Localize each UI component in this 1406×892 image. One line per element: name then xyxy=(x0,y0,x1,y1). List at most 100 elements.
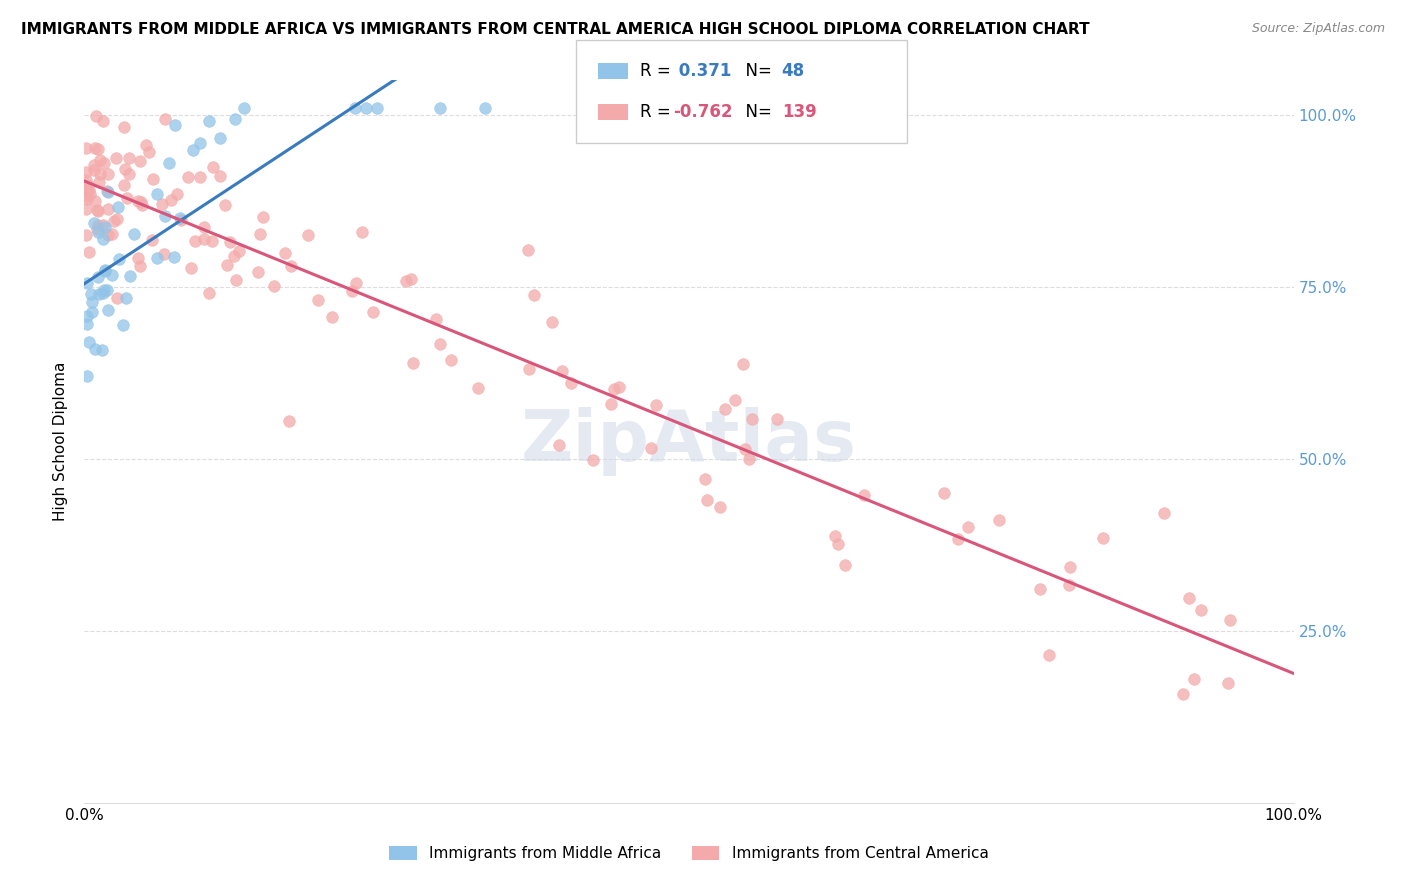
Point xyxy=(425,311,447,326)
Point xyxy=(696,492,718,507)
Point xyxy=(93,113,115,128)
Point xyxy=(138,145,160,159)
Point xyxy=(83,342,105,356)
Point xyxy=(75,165,97,179)
Point xyxy=(115,191,138,205)
Point xyxy=(105,152,128,166)
Point xyxy=(321,310,343,324)
Point xyxy=(188,136,211,150)
Point xyxy=(946,532,969,546)
Point xyxy=(440,353,463,368)
Point xyxy=(519,362,541,376)
Point xyxy=(87,270,110,285)
Point xyxy=(361,305,384,319)
Point xyxy=(198,113,221,128)
Point xyxy=(228,244,250,258)
Point xyxy=(1218,675,1240,690)
Text: IMMIGRANTS FROM MIDDLE AFRICA VS IMMIGRANTS FROM CENTRAL AMERICA HIGH SCHOOL DIP: IMMIGRANTS FROM MIDDLE AFRICA VS IMMIGRA… xyxy=(21,22,1090,37)
Point xyxy=(741,412,763,426)
Point xyxy=(76,192,98,206)
Point xyxy=(1178,591,1201,605)
Point xyxy=(354,101,377,115)
Text: 0.371: 0.371 xyxy=(673,62,733,79)
Point xyxy=(181,144,204,158)
Point xyxy=(582,453,605,467)
Point xyxy=(163,251,186,265)
Point xyxy=(97,185,120,199)
Point xyxy=(709,500,731,514)
Point xyxy=(94,264,117,278)
Point xyxy=(159,156,181,170)
Text: -0.762: -0.762 xyxy=(673,103,733,121)
Point xyxy=(101,227,124,241)
Point xyxy=(77,334,100,349)
Point xyxy=(89,167,111,181)
Point xyxy=(224,112,246,126)
Point xyxy=(107,200,129,214)
Point xyxy=(155,112,177,127)
Point xyxy=(852,488,875,502)
Point xyxy=(280,260,302,274)
Point xyxy=(87,286,110,301)
Point xyxy=(146,186,169,201)
Text: ZipAtlas: ZipAtlas xyxy=(522,407,856,476)
Text: 139: 139 xyxy=(782,103,817,121)
Point xyxy=(350,225,373,239)
Point xyxy=(402,356,425,370)
Point xyxy=(155,209,177,223)
Point xyxy=(395,274,418,288)
Point xyxy=(87,142,110,156)
Text: R =: R = xyxy=(640,62,676,79)
Point xyxy=(193,220,215,235)
Point xyxy=(695,473,717,487)
Point xyxy=(112,120,135,134)
Point xyxy=(1219,613,1241,627)
Point xyxy=(127,194,149,208)
Point xyxy=(1189,603,1212,617)
Point xyxy=(96,184,118,198)
Point xyxy=(274,246,297,260)
Point xyxy=(233,101,256,115)
Point xyxy=(738,451,761,466)
Point xyxy=(80,287,103,301)
Point xyxy=(609,380,631,394)
Point xyxy=(1092,531,1115,545)
Point xyxy=(120,269,142,284)
Point xyxy=(76,276,98,290)
Point xyxy=(988,513,1011,527)
Point xyxy=(467,381,489,395)
Point xyxy=(517,244,540,258)
Point xyxy=(87,203,110,218)
Point xyxy=(87,175,110,189)
Point xyxy=(79,186,101,201)
Point xyxy=(105,291,128,305)
Point xyxy=(215,258,238,272)
Point xyxy=(77,183,100,197)
Point xyxy=(141,233,163,247)
Point xyxy=(1038,648,1060,662)
Point xyxy=(76,189,98,203)
Point xyxy=(169,211,191,226)
Point xyxy=(83,163,105,178)
Text: R =: R = xyxy=(640,103,676,121)
Point xyxy=(344,276,367,290)
Point xyxy=(208,169,231,184)
Point xyxy=(399,271,422,285)
Point xyxy=(344,101,367,115)
Point xyxy=(76,369,98,384)
Point xyxy=(93,283,115,297)
Point xyxy=(107,252,129,266)
Point xyxy=(103,214,125,228)
Point xyxy=(128,259,150,273)
Point xyxy=(97,202,120,216)
Point xyxy=(142,172,165,186)
Point xyxy=(932,486,955,500)
Point xyxy=(75,173,97,187)
Point xyxy=(146,252,169,266)
Point xyxy=(184,234,207,248)
Point xyxy=(201,234,224,248)
Point xyxy=(198,285,221,300)
Point xyxy=(1057,577,1080,591)
Point xyxy=(115,291,138,305)
Point xyxy=(112,178,135,192)
